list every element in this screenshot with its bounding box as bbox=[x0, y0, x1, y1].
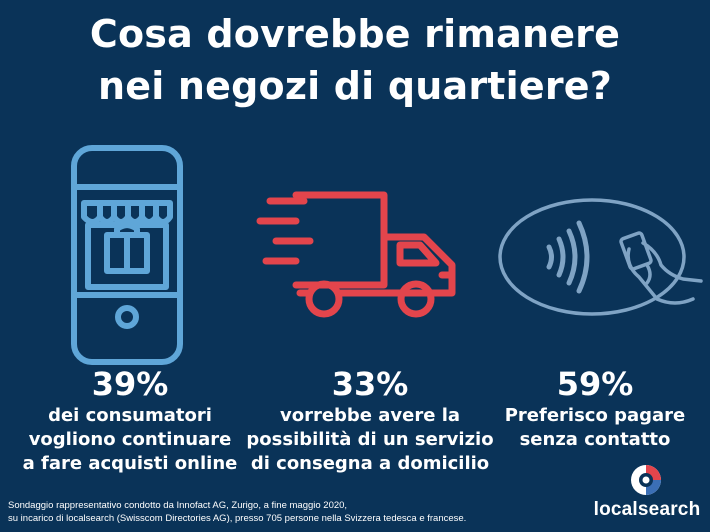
stat-online-shopping: 39% dei consumatori vogliono continuare … bbox=[20, 366, 240, 476]
stat-description: vorrebbe avere la possibilità di un serv… bbox=[246, 405, 494, 474]
footnote-line-1: Sondaggio rappresentativo condotto da In… bbox=[8, 500, 348, 511]
stat-contactless-payment: 59% Preferisco pagare senza contatto bbox=[490, 366, 700, 452]
localsearch-logo: localsearch bbox=[588, 462, 706, 526]
delivery-truck-icon bbox=[256, 185, 466, 325]
stat-description: Preferisco pagare senza contatto bbox=[504, 405, 686, 450]
stat-percent: 39% bbox=[91, 365, 169, 403]
contactless-payment-icon bbox=[497, 195, 707, 320]
brand-name: localsearch bbox=[593, 499, 701, 520]
survey-footnote: Sondaggio rappresentativo condotto da In… bbox=[8, 499, 568, 525]
title-line-1: Cosa dovrebbe rimanere bbox=[89, 12, 621, 56]
stat-home-delivery: 33% vorrebbe avere la possibilità di un … bbox=[240, 366, 500, 476]
stat-percent: 33% bbox=[331, 365, 409, 403]
smartphone-shopping-bag-icon bbox=[62, 145, 192, 365]
stat-percent: 59% bbox=[556, 365, 634, 403]
localsearch-logo-icon bbox=[630, 464, 662, 496]
title-line-2: nei negozi di quartiere? bbox=[98, 64, 612, 108]
page-title: Cosa dovrebbe rimanere nei negozi di qua… bbox=[0, 8, 710, 112]
stat-description: dei consumatori vogliono continuare a fa… bbox=[22, 405, 238, 474]
footnote-line-2: su incarico di localsearch (Swisscom Dir… bbox=[8, 513, 467, 524]
